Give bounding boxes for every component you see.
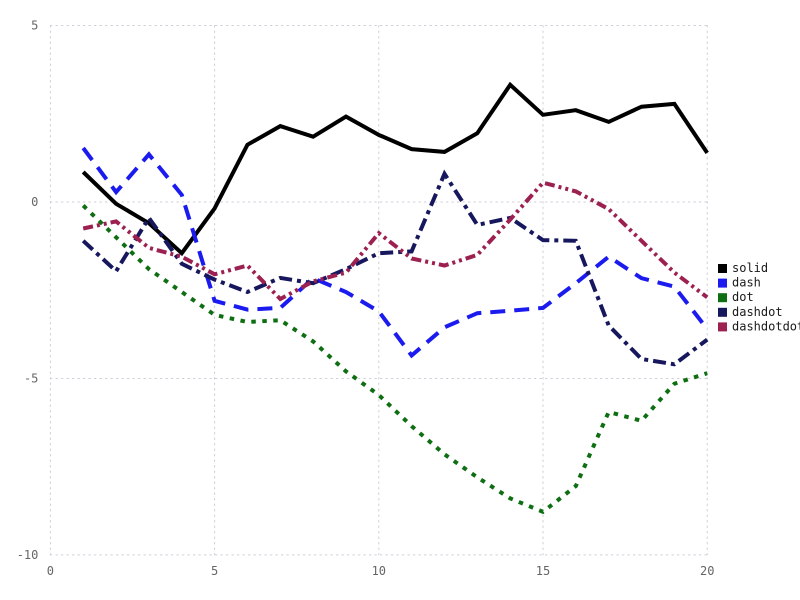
legend-label-dash: dash xyxy=(732,276,761,290)
x-tick-label: 20 xyxy=(700,564,714,578)
legend-label-dashdotdot: dashdotdot xyxy=(732,319,800,333)
y-tick-label: -5 xyxy=(24,371,38,385)
legend-swatch-dashdot xyxy=(718,307,727,317)
legend-swatch-dot xyxy=(718,293,727,303)
legend-label-dot: dot xyxy=(732,290,754,304)
legend-swatch-dashdotdot xyxy=(718,322,727,332)
y-tick-label: 5 xyxy=(31,19,38,33)
series-line-solid xyxy=(81,81,709,257)
legend-swatch-dash xyxy=(718,278,727,288)
series-line-dashdotdot xyxy=(82,180,709,302)
series-line-dash xyxy=(81,146,709,359)
legend-label-dashdot: dashdot xyxy=(732,305,783,319)
x-tick-label: 5 xyxy=(211,564,218,578)
x-tick-label: 15 xyxy=(536,564,550,578)
series-line-dot xyxy=(81,204,708,515)
x-tick-label: 10 xyxy=(372,564,386,578)
series-line-dashdot xyxy=(81,169,709,367)
legend-swatch-solid xyxy=(718,264,727,273)
x-tick-label: 0 xyxy=(47,564,54,578)
legend-label-solid: solid xyxy=(732,261,768,275)
y-tick-label: -10 xyxy=(17,548,39,562)
y-tick-label: 0 xyxy=(31,195,38,209)
